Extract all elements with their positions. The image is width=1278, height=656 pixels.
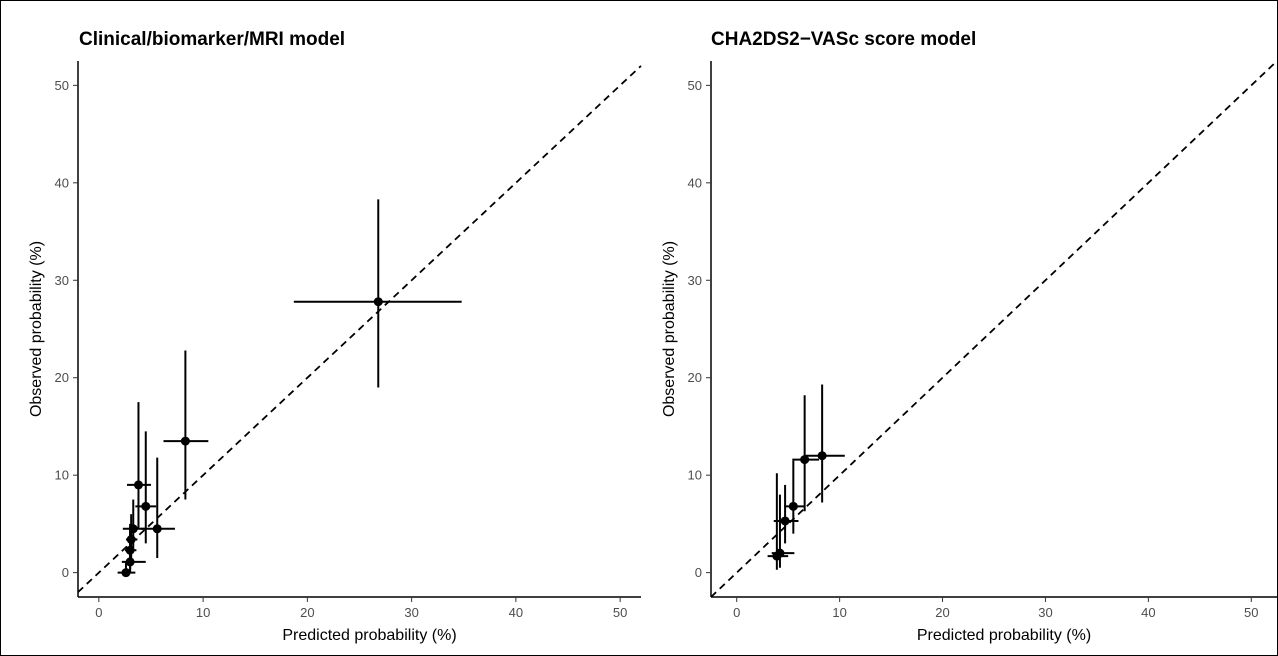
y-tick-label: 10 <box>688 468 702 483</box>
data-point <box>128 524 138 534</box>
x-tick-label: 10 <box>196 605 210 620</box>
reference-line <box>710 60 1277 598</box>
chart-title: Clinical/biomarker/MRI model <box>79 29 345 50</box>
data-point-group <box>135 431 157 544</box>
data-point <box>126 535 136 545</box>
y-tick-label: 40 <box>55 175 69 190</box>
x-tick-label: 0 <box>733 605 740 620</box>
data-point-group <box>784 460 805 534</box>
x-tick-label: 40 <box>509 605 523 620</box>
y-tick-label: 50 <box>688 78 702 93</box>
reference-line <box>77 65 642 593</box>
data-point <box>800 455 810 465</box>
data-point-group <box>140 457 175 559</box>
x-tick-label: 40 <box>1141 605 1155 620</box>
x-tick-label: 20 <box>300 605 314 620</box>
y-tick-label: 0 <box>62 565 69 580</box>
data-point-group <box>117 562 136 578</box>
x-tick-label: 50 <box>1244 605 1258 620</box>
chart-title: CHA2DS2−VASc score model <box>711 29 976 50</box>
data-point <box>780 516 790 526</box>
y-axis-label: Observed probability (%) <box>28 241 45 417</box>
panel-2: CHA2DS2−VASc score model 0 10 20 30 40 50 0 10 20… <box>661 29 1277 644</box>
data-point-group <box>293 199 462 388</box>
data-point-group <box>127 402 151 529</box>
data-point <box>180 436 190 446</box>
data-point <box>788 501 798 511</box>
x-tick-label: 30 <box>1038 605 1052 620</box>
x-axis-label: Predicted probability (%) <box>917 627 1091 644</box>
y-tick-label: 50 <box>55 78 69 93</box>
y-tick-label: 20 <box>55 370 69 385</box>
data-point <box>121 568 131 578</box>
data-point-group <box>792 395 820 512</box>
data-point-group <box>125 514 138 563</box>
data-point <box>775 548 785 558</box>
x-axis-label: Predicted probability (%) <box>282 627 456 644</box>
data-point <box>373 297 383 307</box>
y-tick-label: 10 <box>55 468 69 483</box>
x-tick-label: 50 <box>613 605 627 620</box>
y-tick-label: 30 <box>55 273 69 288</box>
data-point <box>141 501 151 511</box>
data-point-group <box>773 484 799 544</box>
x-tick-label: 30 <box>404 605 418 620</box>
y-tick-label: 40 <box>688 175 702 190</box>
data-point <box>817 451 827 461</box>
x-tick-label: 10 <box>832 605 846 620</box>
y-tick-label: 20 <box>688 370 702 385</box>
x-tick-label: 20 <box>935 605 949 620</box>
data-point-group <box>771 494 795 568</box>
data-point <box>133 480 143 490</box>
data-point <box>152 524 162 534</box>
data-point-group <box>163 350 209 500</box>
y-axis-label: Observed probability (%) <box>661 241 678 417</box>
data-point-group <box>803 384 845 503</box>
y-tick-label: 0 <box>695 565 702 580</box>
x-tick-label: 0 <box>95 605 102 620</box>
y-tick-label: 30 <box>688 273 702 288</box>
panel-1: Clinical/biomarker/MRI model 0 10 20 30 40 50 0… <box>28 29 642 644</box>
